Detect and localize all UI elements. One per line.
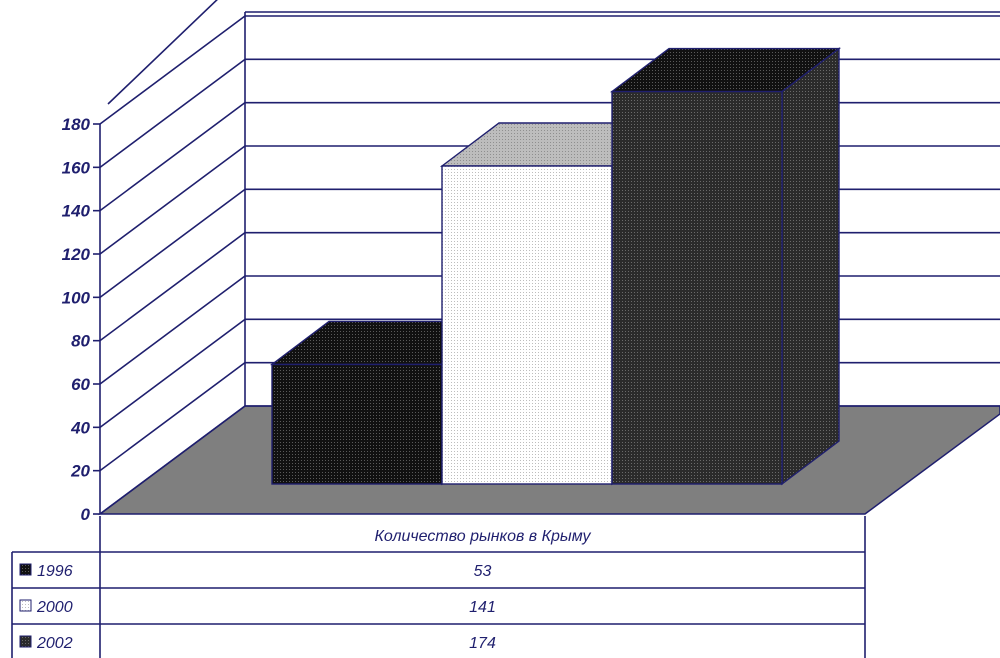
grid-diagonal-80	[99, 232, 246, 342]
y-axis-ticks: 0 20 40 60 80 100 120 140 160 180	[62, 115, 91, 524]
legend-swatch-2000	[19, 599, 32, 612]
bar-2002	[609, 47, 842, 486]
grid-diagonal-40	[99, 318, 246, 428]
category-label: Количество рынков в Крыму	[375, 528, 592, 545]
grid-diagonal-120	[99, 145, 246, 255]
bar-front	[611, 90, 783, 485]
grid-diagonal-0	[99, 405, 246, 515]
grid-diagonal-20	[99, 362, 246, 472]
grid-diagonal-60	[99, 275, 246, 385]
y-tick-label: 80	[71, 332, 90, 351]
grid-diagonal-160	[99, 58, 246, 168]
y-tick-label: 160	[62, 158, 91, 177]
grid-diagonal-180	[99, 15, 246, 125]
y-tick-label: 120	[62, 245, 91, 264]
data-label: 53	[474, 563, 492, 580]
data-label: 174	[469, 635, 496, 652]
y-tick-label: 180	[62, 115, 91, 134]
legend-swatch-1996	[19, 563, 32, 576]
y-tick-label: 0	[81, 505, 91, 524]
bar-side	[781, 47, 840, 486]
bar-front	[441, 165, 613, 485]
data-label: 141	[469, 599, 496, 616]
legend-label: 2002	[36, 635, 73, 652]
y-tick-label: 20	[70, 462, 90, 481]
grid-diagonal-140	[99, 102, 246, 212]
bars	[269, 47, 842, 486]
legend-label: 1996	[37, 563, 73, 580]
data-table: Количество рынков в Крыму 1996 53 2000 141 20…	[11, 516, 866, 658]
y-tick-label: 100	[62, 288, 91, 307]
grid-diagonal-100	[99, 188, 246, 298]
chart-walls	[99, 11, 1000, 514]
grid-diagonal-extra	[107, 0, 218, 105]
y-tick-label: 40	[70, 418, 90, 437]
bar-front	[271, 363, 443, 485]
legend-label: 2000	[36, 599, 73, 616]
y-tick-label: 140	[62, 202, 91, 221]
y-tick-label: 60	[71, 375, 90, 394]
legend-swatch-2002	[19, 635, 32, 648]
